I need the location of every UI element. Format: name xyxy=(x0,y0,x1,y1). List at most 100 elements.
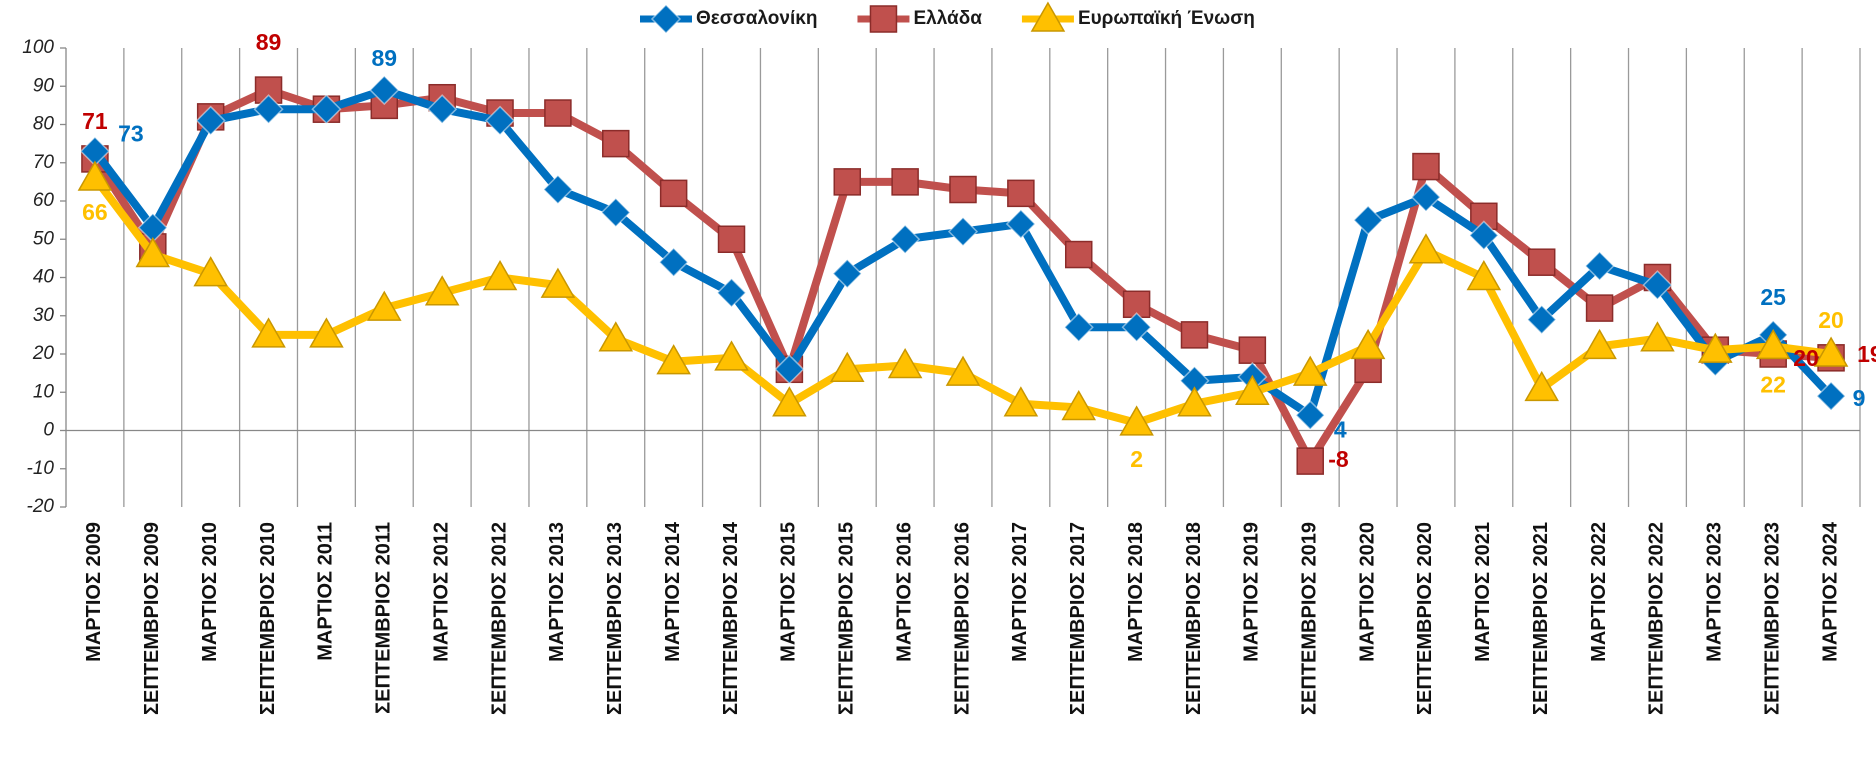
marker xyxy=(1063,312,1094,343)
data-label: 19 xyxy=(1857,341,1876,367)
y-tick-label: 10 xyxy=(33,381,55,402)
marker xyxy=(1295,400,1326,431)
marker xyxy=(135,237,171,268)
x-tick-label: ΣΕΠΤΕΜΒΡΙΟΣ 2020 xyxy=(1414,522,1436,715)
marker xyxy=(1410,182,1442,213)
marker xyxy=(717,225,746,253)
marker xyxy=(891,168,919,196)
marker xyxy=(1296,447,1324,475)
marker xyxy=(1030,1,1066,32)
marker xyxy=(890,224,921,255)
marker xyxy=(774,354,805,385)
x-tick-label: ΜΑΡΤΙΟΣ 2013 xyxy=(546,522,568,662)
marker xyxy=(600,197,631,228)
marker xyxy=(195,105,226,136)
series xyxy=(79,75,1847,431)
x-tick-label: ΣΕΠΤΕΜΒΡΙΟΣ 2016 xyxy=(951,522,973,715)
x-tick-label: ΣΕΠΤΕΜΒΡΙΟΣ 2018 xyxy=(1183,522,1205,715)
marker xyxy=(1584,250,1615,282)
x-tick-label: ΣΕΠΤΕΜΒΡΙΟΣ 2021 xyxy=(1530,522,1552,715)
marker xyxy=(1527,248,1556,276)
marker xyxy=(540,267,576,298)
marker xyxy=(947,216,979,247)
x-tick-label: ΜΑΡΤΙΟΣ 2010 xyxy=(199,522,221,662)
x-tick-label: ΜΑΡΤΙΟΣ 2016 xyxy=(893,522,915,662)
marker xyxy=(309,317,344,348)
marker xyxy=(424,275,460,306)
marker xyxy=(1180,321,1209,349)
marker xyxy=(311,94,342,125)
x-tick-label: ΜΑΡΤΙΟΣ 2012 xyxy=(430,522,452,662)
data-label: 89 xyxy=(256,29,282,55)
marker xyxy=(656,344,691,375)
x-tick-label: ΣΕΠΤΕΜΒΡΙΟΣ 2015 xyxy=(836,522,858,715)
y-tick-label: 0 xyxy=(43,420,54,441)
marker xyxy=(1292,355,1328,386)
marker xyxy=(1816,381,1847,412)
marker xyxy=(949,175,977,204)
x-tick-label: ΣΕΠΤΕΜΒΡΙΟΣ 2010 xyxy=(257,522,279,715)
series xyxy=(77,160,1849,436)
x-tick-label: ΜΑΡΤΙΟΣ 2015 xyxy=(778,522,800,662)
x-tick-label: ΜΑΡΤΙΟΣ 2014 xyxy=(662,521,684,662)
marker xyxy=(1412,152,1440,181)
x-tick-label: ΜΑΡΤΙΟΣ 2009 xyxy=(83,522,105,662)
data-label: 66 xyxy=(82,199,108,225)
x-tick-label: ΜΑΡΤΙΟΣ 2022 xyxy=(1588,522,1610,662)
marker xyxy=(544,99,572,127)
marker xyxy=(1177,386,1212,417)
x-tick-label: ΜΑΡΤΙΟΣ 2024 xyxy=(1819,521,1841,662)
y-tick-label: 90 xyxy=(33,75,55,96)
marker xyxy=(1640,321,1675,352)
marker xyxy=(945,355,981,386)
x-tick-label: ΣΕΠΤΕΜΒΡΙΟΣ 2013 xyxy=(604,522,626,715)
marker xyxy=(832,258,863,289)
marker xyxy=(1238,336,1267,364)
y-tick-label: 30 xyxy=(33,305,55,326)
marker xyxy=(869,5,898,33)
marker xyxy=(602,129,630,158)
marker xyxy=(650,3,682,35)
y-tick-label: 40 xyxy=(33,267,55,288)
y-tick-label: 70 xyxy=(33,152,55,173)
marker xyxy=(716,277,747,308)
marker xyxy=(1526,304,1557,335)
data-label: 20 xyxy=(1793,345,1819,371)
x-tick-label: ΜΑΡΤΙΟΣ 2018 xyxy=(1125,522,1147,662)
y-tick-label: 60 xyxy=(33,190,55,211)
data-label: 2 xyxy=(1130,446,1143,472)
data-label: 89 xyxy=(371,45,397,71)
marker xyxy=(1003,386,1039,417)
marker xyxy=(1582,328,1617,360)
x-tick-label: ΜΑΡΤΙΟΣ 2021 xyxy=(1472,522,1494,662)
marker xyxy=(253,94,284,125)
marker xyxy=(1350,328,1386,360)
data-label: 71 xyxy=(82,108,108,134)
marker xyxy=(1121,312,1152,343)
x-tick-label: ΣΕΠΤΕΜΒΡΙΟΣ 2022 xyxy=(1646,522,1668,715)
marker xyxy=(887,347,923,379)
legend-label: Ευρωπαϊκή Ένωση xyxy=(1078,8,1255,29)
x-tick-label: ΣΕΠΤΕΜΒΡΙΟΣ 2012 xyxy=(488,522,510,715)
y-tick-label: 50 xyxy=(33,228,55,249)
x-tick-label: ΣΕΠΤΕΜΒΡΙΟΣ 2019 xyxy=(1299,522,1321,715)
marker xyxy=(484,105,516,136)
marker xyxy=(1005,208,1036,240)
y-tick-label: -20 xyxy=(27,496,55,517)
marker xyxy=(427,94,458,125)
marker xyxy=(772,386,807,417)
marker xyxy=(1061,390,1097,421)
data-label: 4 xyxy=(1334,416,1347,442)
series xyxy=(81,76,1845,475)
data-label: 20 xyxy=(1818,307,1844,333)
x-tick-label: ΜΑΡΤΙΟΣ 2020 xyxy=(1356,522,1378,662)
marker xyxy=(1585,294,1614,322)
marker xyxy=(1698,332,1733,363)
marker xyxy=(77,160,113,191)
x-tick-label: ΣΕΠΤΕΜΒΡΙΟΣ 2023 xyxy=(1761,522,1783,715)
data-label: 73 xyxy=(118,120,144,146)
data-label: 9 xyxy=(1853,385,1866,411)
x-tick-label: ΣΕΠΤΕΜΒΡΙΟΣ 2017 xyxy=(1067,522,1089,715)
marker xyxy=(366,290,402,321)
